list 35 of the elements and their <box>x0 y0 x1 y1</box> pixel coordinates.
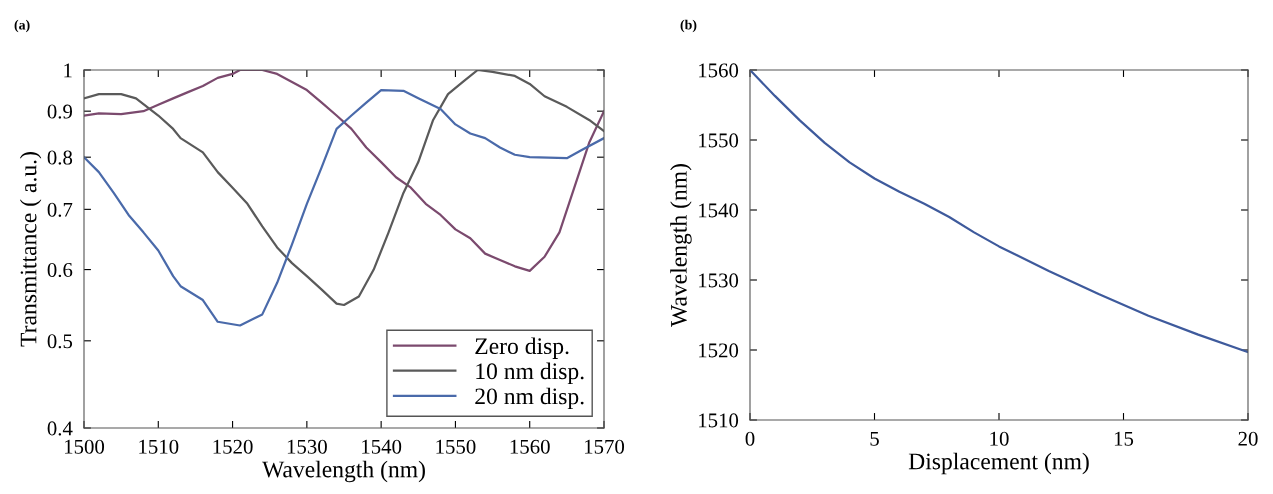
y-tick-label: 0.4 <box>47 421 73 436</box>
y-tick-label: 1540 <box>699 203 739 218</box>
x-tick-label: 1500 <box>65 439 105 454</box>
x-axis-title: Displacement (nm) <box>908 452 1089 475</box>
y-tick-label: 1 <box>64 63 72 78</box>
y-tick-label: 1560 <box>699 63 739 78</box>
y-tick-label: 1520 <box>699 343 739 358</box>
x-tick-label: 1510 <box>139 439 179 454</box>
x-tick-label: 1540 <box>362 439 402 454</box>
y-axis-title: Transmittance ( a.u.) <box>19 152 42 347</box>
x-tick-label: 20 <box>1238 431 1258 446</box>
y-tick-label: 0.7 <box>47 202 73 217</box>
chart-title: (b) <box>680 19 697 33</box>
y-tick-label: 0.5 <box>47 334 73 349</box>
x-tick-label: 1520 <box>213 439 253 454</box>
x-tick-label: 15 <box>1114 431 1134 446</box>
x-tick-label: 1570 <box>585 439 625 454</box>
legend-label: Zero disp. <box>475 337 569 359</box>
x-tick-label: 1530 <box>287 439 327 454</box>
y-tick-label: 1510 <box>699 413 739 428</box>
x-tick-label: 0 <box>745 431 755 446</box>
x-axis-title: Wavelength (nm) <box>262 460 425 483</box>
y-tick-label: 0.8 <box>47 150 73 165</box>
x-tick-label: 10 <box>990 431 1009 446</box>
x-tick-label: 1560 <box>510 439 550 454</box>
y-tick-label: 1530 <box>699 273 739 288</box>
x-tick-label: 1550 <box>436 439 476 454</box>
y-tick-label: 0.9 <box>47 104 73 119</box>
x-tick-label: 5 <box>870 431 879 446</box>
y-tick-label: 0.6 <box>47 262 73 278</box>
chart-title: (a) <box>14 19 30 33</box>
y-axis-title: Wavelength (nm) <box>670 164 692 327</box>
y-tick-label: 1550 <box>699 133 739 148</box>
legend-label: 20 nm disp. <box>475 387 584 410</box>
legend-label: 10 nm disp. <box>476 362 584 385</box>
